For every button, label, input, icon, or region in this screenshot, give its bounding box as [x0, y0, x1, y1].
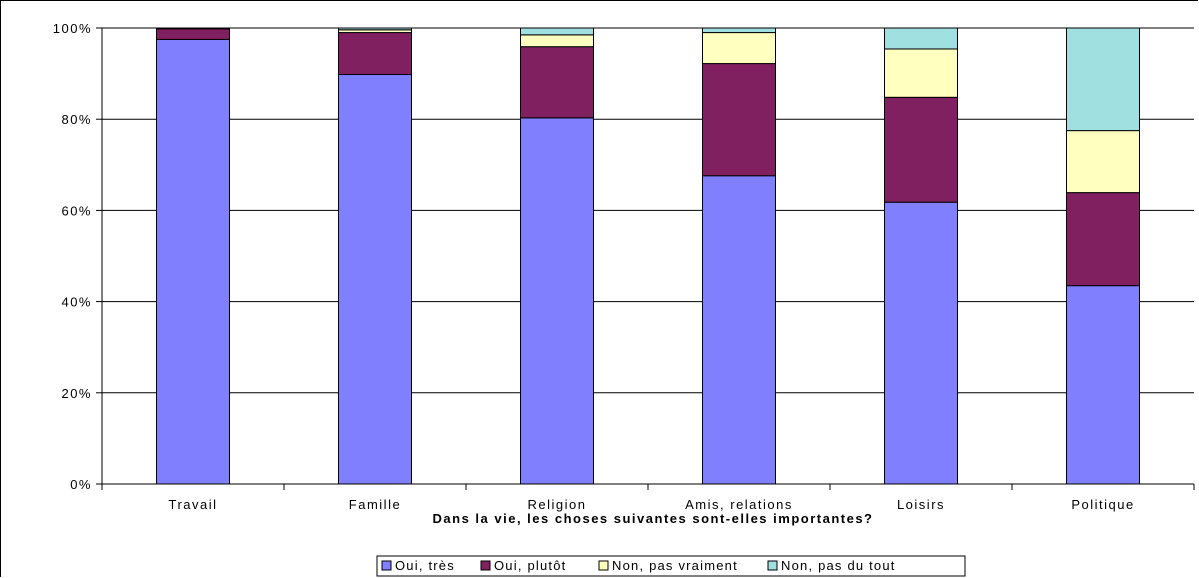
x-tick-label: Politique [1071, 497, 1134, 512]
legend-swatch [381, 560, 392, 571]
bars [156, 27, 1140, 485]
x-tick-label: Travail [168, 497, 217, 512]
bar-segment [884, 96, 958, 203]
bar-segment [156, 38, 230, 485]
y-tick-label: 0% [70, 477, 92, 492]
legend: Oui, très Oui, plutôt Non, pas vraiment Non… [376, 555, 966, 577]
axes [96, 27, 1195, 490]
legend-swatch [767, 560, 778, 571]
bar-segment [702, 27, 776, 34]
legend-label: Non, pas du tout [781, 558, 896, 573]
bar-segment [702, 32, 776, 65]
y-tick-label: 100% [53, 21, 92, 36]
x-axis-label: Dans la vie, les choses suivantes sont-e… [433, 511, 874, 526]
legend-label: Oui, très [395, 558, 455, 573]
legend-box [376, 555, 966, 577]
bar-segment [520, 117, 594, 485]
x-tick-labels: Travail Famille Religion Amis, relations Loi… [168, 497, 1134, 512]
x-tick-label: Famille [349, 497, 401, 512]
bar-segment [520, 46, 594, 119]
bar-segment [884, 48, 958, 98]
bar-segment [702, 63, 776, 177]
bar-segment [1066, 27, 1140, 132]
bar-segment [884, 27, 958, 50]
x-tick-label: Religion [528, 497, 587, 512]
bar-segment [884, 201, 958, 485]
bar-segment [520, 34, 594, 48]
legend-label: Oui, plutôt [494, 558, 566, 573]
y-tick-label: 60% [61, 203, 92, 218]
x-tick-label: Loisirs [897, 497, 945, 512]
bar-segment [1066, 285, 1140, 485]
bar-segment [520, 27, 594, 36]
y-tick-label: 40% [61, 295, 92, 310]
y-tick-labels: 0% 20% 40% 60% 80% 100% [53, 21, 92, 492]
bar-segment [338, 27, 412, 31]
y-tick-label: 20% [61, 386, 92, 401]
bar-segment [338, 32, 412, 76]
bar-segment [156, 28, 230, 40]
legend-swatch [480, 560, 491, 571]
bar-segment [702, 175, 776, 485]
legend-label: Non, pas vraiment [612, 558, 738, 573]
x-tick-label: Amis, relations [685, 497, 793, 512]
bar-segment [1066, 192, 1140, 287]
y-tick-label: 80% [61, 112, 92, 127]
bar-segment [1066, 130, 1140, 194]
bar-segment [338, 74, 412, 485]
gridlines [102, 27, 1194, 394]
legend-swatch [598, 560, 609, 571]
